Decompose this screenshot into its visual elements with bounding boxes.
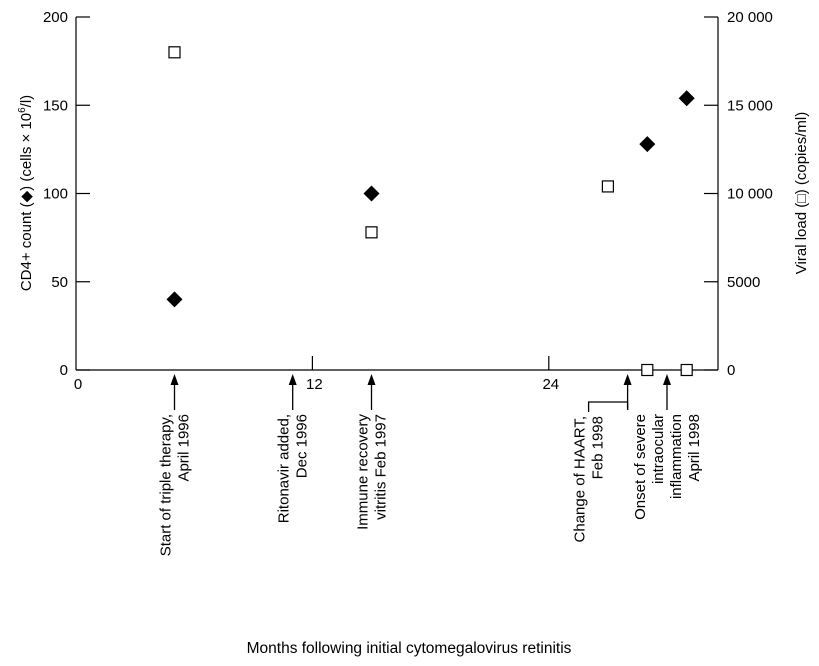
y-axis-label-right: Viral load (□) (copies/ml): [793, 112, 810, 274]
annotation-label-line: Feb 1998: [590, 416, 607, 479]
annotation-label-line: Onset of severe: [632, 414, 649, 520]
annotation-label-line: Start of triple therapy,: [158, 414, 175, 556]
y-right-tick-label: 5000: [727, 274, 760, 291]
annotation-label-line: vitritis Feb 1997: [373, 414, 390, 520]
annotation-label-line: April 1998: [686, 414, 703, 482]
annotation-label-line: intraocular: [650, 414, 667, 484]
axes: [75, 17, 719, 371]
y-axis-label-left: CD4+ count (◆) (cells × 106/l): [17, 95, 35, 291]
annotation-elbow-line: [587, 401, 629, 412]
y-left-tick-label: 50: [51, 274, 68, 291]
viral-load-point: [680, 363, 693, 377]
annotation-label-line: Dec 1996: [294, 414, 311, 478]
x-axis-label: Months following initial cytomegalovirus…: [247, 640, 572, 657]
viral-load-point: [168, 46, 181, 59]
viral-load-point: [641, 363, 654, 377]
annotation-label-line: April 1996: [176, 414, 193, 482]
annotation-arrowhead: [288, 374, 297, 385]
annotations: Start of triple therapy, April 1996 Ritona…: [158, 374, 703, 556]
y-right-tick-label: 0: [727, 362, 735, 379]
annotation-label-line: Immune recovery: [355, 414, 372, 530]
x-tick-label: 12: [306, 376, 323, 393]
y-right-tick-label: 15 000: [727, 97, 773, 114]
y-right-tick-label: 20 000: [727, 9, 773, 26]
y-left-tick-label: 100: [43, 186, 68, 203]
y-right-tick-label: 10 000: [727, 186, 773, 203]
markers: [166, 46, 695, 377]
ticks: 0 50 100 150 200 0 5000 10 000 15 000 20 000 0 12 24: [43, 9, 773, 393]
x-tick-label: 0: [74, 376, 82, 393]
cd4-count-point: [166, 291, 183, 308]
cd4-count-point: [363, 185, 380, 202]
annotation-label-line: Ritonavir added,: [276, 414, 293, 523]
x-tick-label: 24: [542, 376, 559, 393]
y-left-tick-label: 0: [60, 362, 68, 379]
annotation-arrowhead: [367, 374, 376, 385]
viral-load-point: [365, 226, 378, 239]
square-symbol-icon: □: [793, 194, 809, 203]
cd4-count-point: [639, 136, 656, 153]
y-left-tick-label: 150: [43, 97, 68, 114]
diamond-symbol-icon: ◆: [18, 190, 35, 202]
annotation-label-line: inflammation: [668, 414, 685, 499]
annotation-arrowhead: [623, 374, 632, 385]
annotation-label-line: Change of HAART,: [572, 416, 589, 542]
cd4-count-point: [678, 90, 695, 107]
viral-load-point: [601, 180, 615, 193]
annotation-arrowhead: [663, 374, 671, 385]
y-left-tick-label: 200: [43, 9, 68, 26]
annotation-arrowhead: [170, 374, 179, 385]
